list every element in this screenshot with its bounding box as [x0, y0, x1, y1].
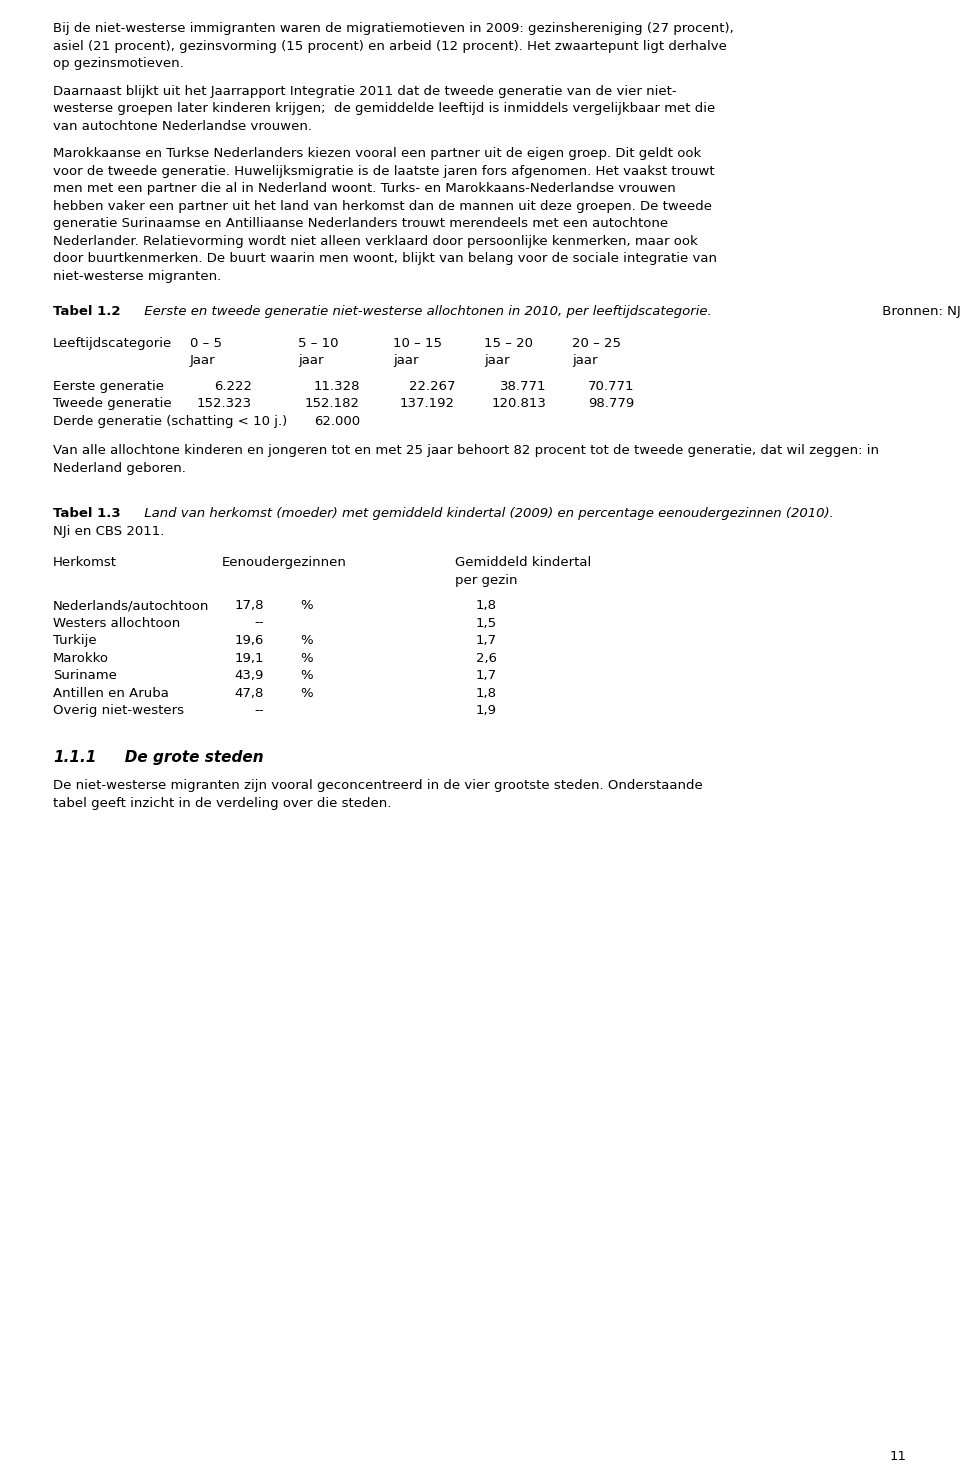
Text: Leeftijdscategorie: Leeftijdscategorie — [53, 336, 172, 349]
Text: 11: 11 — [890, 1450, 907, 1464]
Text: tabel geeft inzicht in de verdeling over die steden.: tabel geeft inzicht in de verdeling over… — [53, 796, 392, 809]
Text: 120.813: 120.813 — [492, 397, 546, 410]
Text: Land van herkomst (moeder) met gemiddeld kindertal (2009) en percentage eenouder: Land van herkomst (moeder) met gemiddeld… — [140, 507, 834, 520]
Text: Derde generatie (schatting < 10 j.): Derde generatie (schatting < 10 j.) — [53, 414, 287, 427]
Text: Suriname: Suriname — [53, 669, 117, 682]
Text: men met een partner die al in Nederland woont. Turks- en Marokkaans-Nederlandse : men met een partner die al in Nederland … — [53, 181, 676, 195]
Text: --: -- — [254, 705, 264, 716]
Text: 38.771: 38.771 — [499, 379, 546, 392]
Text: %: % — [300, 598, 313, 612]
Text: op gezinsmotieven.: op gezinsmotieven. — [53, 57, 183, 69]
Text: door buurtkenmerken. De buurt waarin men woont, blijkt van belang voor de social: door buurtkenmerken. De buurt waarin men… — [53, 252, 717, 265]
Text: 10 – 15: 10 – 15 — [393, 336, 442, 349]
Text: Antillen en Aruba: Antillen en Aruba — [53, 687, 169, 700]
Text: Tabel 1.3: Tabel 1.3 — [53, 507, 121, 520]
Text: Herkomst: Herkomst — [53, 556, 117, 569]
Text: voor de tweede generatie. Huwelijksmigratie is de laatste jaren fors afgenomen. : voor de tweede generatie. Huwelijksmigra… — [53, 165, 714, 177]
Text: 1,9: 1,9 — [476, 705, 497, 716]
Text: 1,5: 1,5 — [476, 616, 497, 629]
Text: 0 – 5: 0 – 5 — [190, 336, 222, 349]
Text: Eenoudergezinnen: Eenoudergezinnen — [222, 556, 347, 569]
Text: Bij de niet-westerse immigranten waren de migratiemotieven in 2009: gezinshereni: Bij de niet-westerse immigranten waren d… — [53, 22, 733, 35]
Text: niet-westerse migranten.: niet-westerse migranten. — [53, 270, 221, 283]
Text: 47,8: 47,8 — [234, 687, 264, 700]
Text: jaar: jaar — [298, 354, 324, 367]
Text: 1.1.1: 1.1.1 — [53, 749, 96, 765]
Text: Gemiddeld kindertal: Gemiddeld kindertal — [455, 556, 591, 569]
Text: Bronnen: NJi en CBS, 2011.: Bronnen: NJi en CBS, 2011. — [877, 305, 960, 318]
Text: %: % — [300, 634, 313, 647]
Text: 152.323: 152.323 — [197, 397, 252, 410]
Text: 1,7: 1,7 — [476, 634, 497, 647]
Text: 137.192: 137.192 — [400, 397, 455, 410]
Text: hebben vaker een partner uit het land van herkomst dan de mannen uit deze groepe: hebben vaker een partner uit het land va… — [53, 199, 712, 212]
Text: van autochtone Nederlandse vrouwen.: van autochtone Nederlandse vrouwen. — [53, 119, 312, 133]
Text: jaar: jaar — [572, 354, 597, 367]
Text: 19,6: 19,6 — [234, 634, 264, 647]
Text: Jaar: Jaar — [190, 354, 216, 367]
Text: jaar: jaar — [484, 354, 510, 367]
Text: generatie Surinaamse en Antilliaanse Nederlanders trouwt merendeels met een auto: generatie Surinaamse en Antilliaanse Ned… — [53, 217, 668, 230]
Text: 15 – 20: 15 – 20 — [484, 336, 533, 349]
Text: 22.267: 22.267 — [409, 379, 455, 392]
Text: Tabel 1.2: Tabel 1.2 — [53, 305, 121, 318]
Text: Eerste en tweede generatie niet-westerse allochtonen in 2010, per leeftijdscateg: Eerste en tweede generatie niet-westerse… — [140, 305, 712, 318]
Text: 6.222: 6.222 — [214, 379, 252, 392]
Text: Daarnaast blijkt uit het Jaarrapport Integratie 2011 dat de tweede generatie van: Daarnaast blijkt uit het Jaarrapport Int… — [53, 84, 677, 97]
Text: 43,9: 43,9 — [234, 669, 264, 682]
Text: 1,7: 1,7 — [476, 669, 497, 682]
Text: Nederland geboren.: Nederland geboren. — [53, 461, 186, 475]
Text: NJi en CBS 2011.: NJi en CBS 2011. — [53, 525, 164, 538]
Text: 2,6: 2,6 — [476, 652, 497, 665]
Text: 5 – 10: 5 – 10 — [298, 336, 339, 349]
Text: 19,1: 19,1 — [234, 652, 264, 665]
Text: jaar: jaar — [393, 354, 419, 367]
Text: 98.779: 98.779 — [588, 397, 634, 410]
Text: per gezin: per gezin — [455, 573, 517, 587]
Text: %: % — [300, 687, 313, 700]
Text: 11.328: 11.328 — [314, 379, 360, 392]
Text: Turkije: Turkije — [53, 634, 97, 647]
Text: 62.000: 62.000 — [314, 414, 360, 427]
Text: 20 – 25: 20 – 25 — [572, 336, 621, 349]
Text: Overig niet-westers: Overig niet-westers — [53, 705, 184, 716]
Text: 152.182: 152.182 — [305, 397, 360, 410]
Text: --: -- — [254, 616, 264, 629]
Text: De grote steden: De grote steden — [109, 749, 264, 765]
Text: 17,8: 17,8 — [234, 598, 264, 612]
Text: 1,8: 1,8 — [476, 598, 497, 612]
Text: Marokko: Marokko — [53, 652, 109, 665]
Text: Marokkaanse en Turkse Nederlanders kiezen vooral een partner uit de eigen groep.: Marokkaanse en Turkse Nederlanders kieze… — [53, 147, 701, 161]
Text: 1,8: 1,8 — [476, 687, 497, 700]
Text: Van alle allochtone kinderen en jongeren tot en met 25 jaar behoort 82 procent t: Van alle allochtone kinderen en jongeren… — [53, 444, 879, 457]
Text: 70.771: 70.771 — [588, 379, 634, 392]
Text: %: % — [300, 652, 313, 665]
Text: Eerste generatie: Eerste generatie — [53, 379, 164, 392]
Text: De niet-westerse migranten zijn vooral geconcentreerd in de vier grootste steden: De niet-westerse migranten zijn vooral g… — [53, 778, 703, 792]
Text: Westers allochtoon: Westers allochtoon — [53, 616, 180, 629]
Text: %: % — [300, 669, 313, 682]
Text: westerse groepen later kinderen krijgen;  de gemiddelde leeftijd is inmiddels ve: westerse groepen later kinderen krijgen;… — [53, 102, 715, 115]
Text: Tweede generatie: Tweede generatie — [53, 397, 172, 410]
Text: asiel (21 procent), gezinsvorming (15 procent) en arbeid (12 procent). Het zwaar: asiel (21 procent), gezinsvorming (15 pr… — [53, 40, 727, 53]
Text: Nederlands/autochtoon: Nederlands/autochtoon — [53, 598, 209, 612]
Text: Nederlander. Relatievorming wordt niet alleen verklaard door persoonlijke kenmer: Nederlander. Relatievorming wordt niet a… — [53, 234, 698, 248]
